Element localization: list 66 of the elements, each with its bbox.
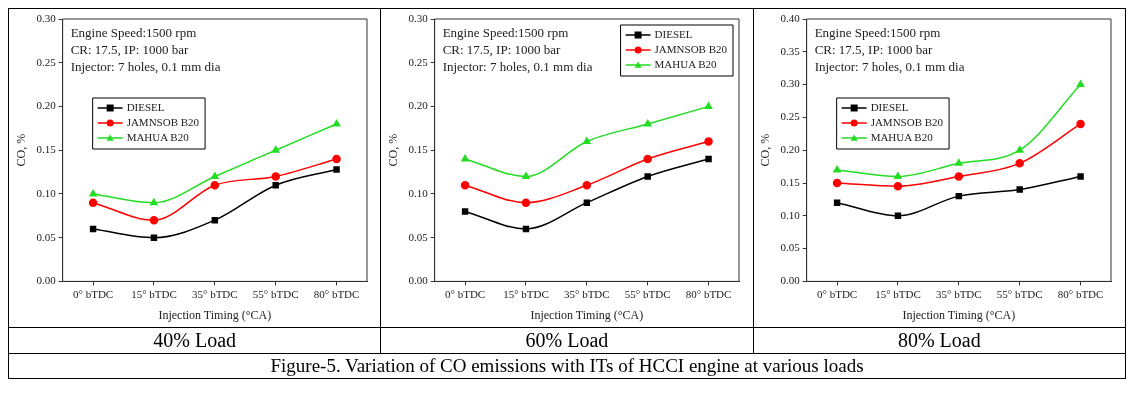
x-tick-label: 35° bTDC — [191, 287, 238, 300]
x-tick-label: 55° bTDC — [252, 287, 299, 300]
legend-label: JAMNSOB B20 — [654, 42, 728, 55]
y-tick-label: 0.35 — [780, 44, 801, 57]
annotation: Injector: 7 holes, 0.1 mm dia — [442, 58, 593, 74]
y-tick-label: 0.30 — [408, 11, 429, 24]
annotation: CR: 17.5, IP: 1000 bar — [70, 41, 189, 57]
x-tick-label: 0° bTDC — [444, 287, 486, 300]
legend-label: MAHUA B20 — [870, 130, 934, 143]
y-tick-label: 0.30 — [36, 11, 56, 24]
x-tick-label: 0° bTDC — [72, 287, 113, 300]
x-tick-label: 80° bTDC — [1058, 287, 1104, 300]
x-tick-label: 0° bTDC — [817, 287, 858, 300]
annotation: Engine Speed:1500 rpm — [814, 24, 941, 40]
y-tick-label: 0.25 — [408, 55, 429, 68]
y-tick-label: 0.05 — [36, 230, 56, 243]
y-tick-label: 0.20 — [780, 143, 801, 156]
text: 80% Load — [753, 327, 1125, 353]
y-tick-label: 0.10 — [780, 208, 801, 221]
y-tick-label: 0.30 — [780, 77, 801, 90]
legend-label: DIESEL — [870, 100, 910, 113]
y-axis-title: CO, % — [758, 133, 773, 167]
y-tick-label: 0.00 — [408, 274, 429, 287]
x-tick-label: 15° bTDC — [503, 287, 549, 300]
y-tick-label: 0.10 — [408, 186, 429, 199]
x-axis-title: Injection Timing (°CA) — [530, 307, 644, 322]
legend-label: DIESEL — [126, 100, 165, 113]
text: Figure-5. Variation of CO emissions with ITs of HCCI engine at various loads — [9, 355, 1125, 377]
annotation: Injector: 7 holes, 0.1 mm dia — [70, 58, 221, 74]
y-tick-label: 0.15 — [408, 143, 429, 156]
y-tick-label: 0.00 — [36, 274, 56, 287]
y-tick-label: 0.25 — [780, 110, 801, 123]
y-axis-title: CO, % — [386, 133, 401, 167]
x-tick-label: 15° bTDC — [875, 287, 922, 300]
x-tick-label: 55° bTDC — [997, 287, 1043, 300]
y-tick-label: 0.05 — [780, 241, 801, 254]
text: 40% Load — [9, 327, 381, 353]
legend-label: MAHUA B20 — [654, 57, 718, 70]
y-axis-title: CO, % — [14, 133, 29, 167]
x-tick-label: 15° bTDC — [130, 287, 177, 300]
annotation: Engine Speed:1500 rpm — [70, 24, 196, 40]
y-tick-label: 0.00 — [780, 274, 801, 287]
x-tick-label: 80° bTDC — [685, 287, 732, 300]
annotation: CR: 17.5, IP: 1000 bar — [442, 41, 562, 57]
y-tick-label: 0.05 — [408, 230, 429, 243]
annotation: Injector: 7 holes, 0.1 mm dia — [814, 58, 966, 74]
x-tick-label: 35° bTDC — [936, 287, 982, 300]
y-tick-label: 0.40 — [780, 11, 801, 24]
x-tick-label: 80° bTDC — [313, 287, 360, 300]
x-axis-title: Injection Timing (°CA) — [902, 307, 1016, 322]
legend-label: JAMNSOB B20 — [870, 115, 944, 128]
legend-label: DIESEL — [654, 27, 693, 40]
annotation: CR: 17.5, IP: 1000 bar — [814, 41, 934, 57]
y-tick-label: 0.15 — [36, 143, 56, 156]
x-axis-title: Injection Timing (°CA) — [158, 307, 271, 322]
text: 60% Load — [381, 327, 753, 353]
legend-label: JAMNSOB B20 — [126, 115, 200, 128]
y-tick-label: 0.10 — [36, 186, 56, 199]
y-tick-label: 0.20 — [408, 99, 429, 112]
x-tick-label: 55° bTDC — [624, 287, 671, 300]
y-tick-label: 0.20 — [36, 99, 56, 112]
x-tick-label: 35° bTDC — [563, 287, 610, 300]
annotation: Engine Speed:1500 rpm — [442, 24, 569, 40]
y-tick-label: 0.25 — [36, 55, 56, 68]
y-tick-label: 0.15 — [780, 175, 801, 188]
legend-label: MAHUA B20 — [126, 130, 189, 143]
